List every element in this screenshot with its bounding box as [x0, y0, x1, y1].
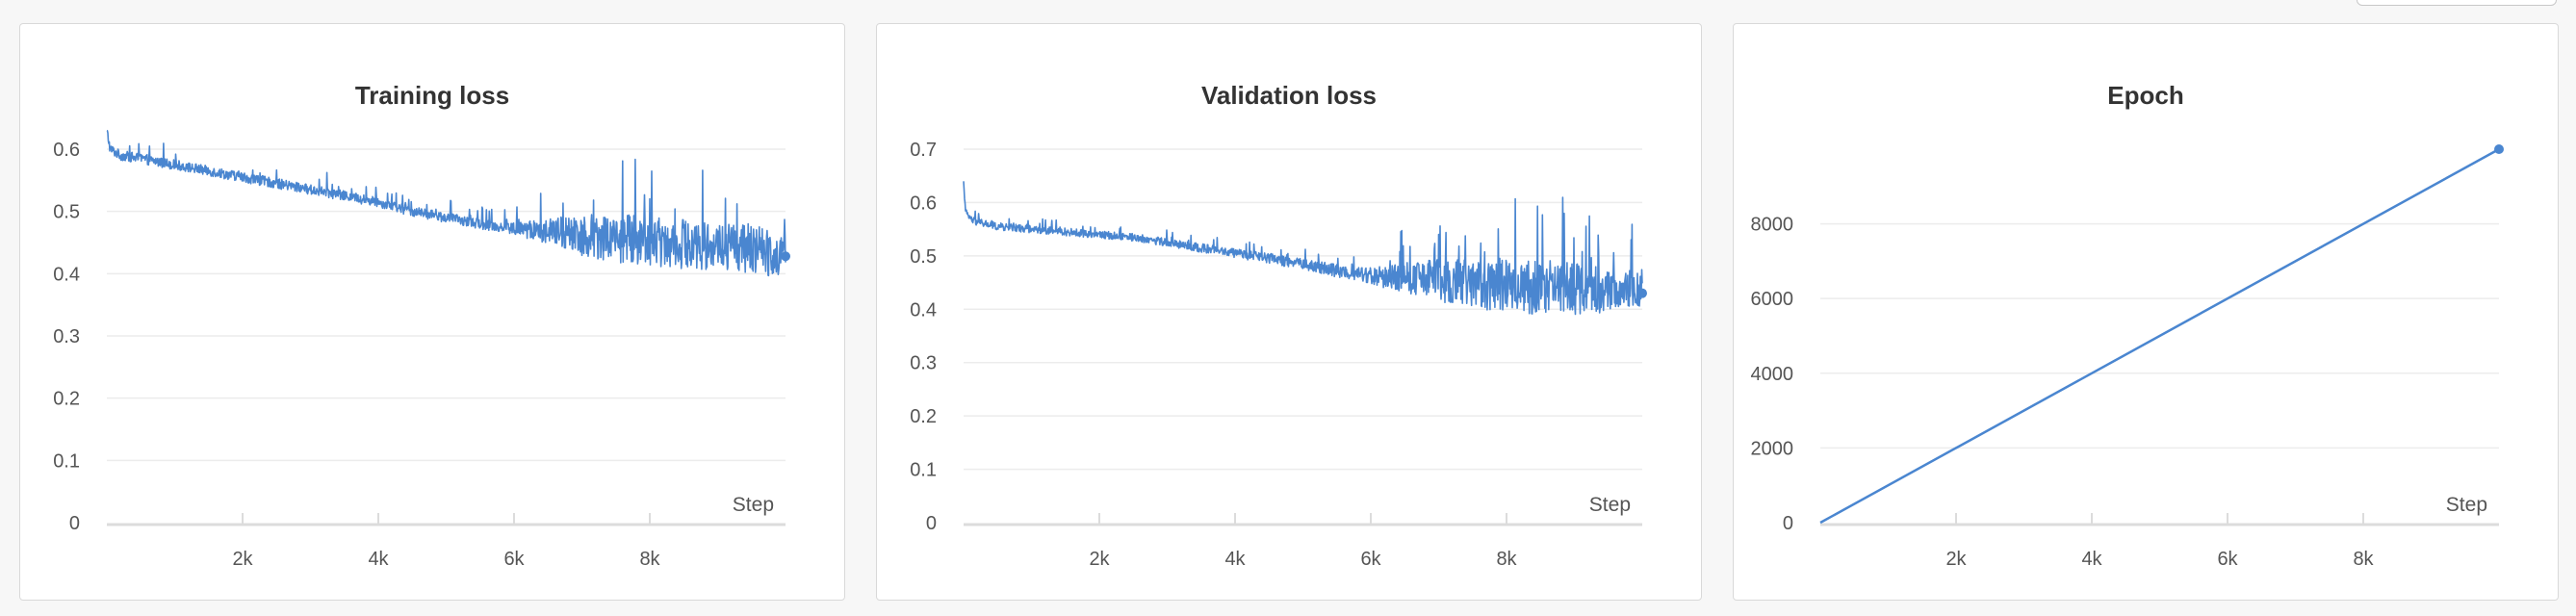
chart-title: Training loss — [355, 81, 509, 110]
panel-epoch: Epoch 0 2000 4000 6000 8000 2k 4k 6k 8k Step — [1733, 23, 2559, 601]
y-tick-label: 0.5 — [910, 246, 937, 268]
y-tick-label: 0.7 — [910, 140, 937, 161]
y-tick-label: 0.2 — [910, 406, 937, 427]
series-end-point — [1637, 288, 1647, 298]
y-tick-label: 0.1 — [910, 460, 937, 481]
x-tick-label: 4k — [368, 549, 389, 570]
panel-training-loss: Training loss 0 0.1 0.2 0.3 0.4 0.5 0.6 2k 4k 6k… — [19, 23, 845, 601]
y-tick-label: 0.6 — [53, 140, 80, 161]
y-tick-label: 4000 — [1751, 364, 1794, 385]
series-line — [1819, 147, 2500, 525]
x-tick-label: 8k — [2353, 549, 2374, 570]
y-tick-label: 0.3 — [53, 326, 80, 347]
y-tick-label: 0 — [1783, 513, 1793, 534]
y-tick-label: 0.6 — [910, 192, 937, 214]
x-tick-label: 4k — [1224, 549, 1246, 570]
y-tick-label: 0.1 — [53, 450, 80, 472]
y-tick-label: 0.3 — [910, 353, 937, 374]
series-end-point — [781, 251, 790, 262]
top-corner-button[interactable] — [2357, 0, 2557, 6]
y-tick-label: 0.4 — [910, 299, 937, 321]
y-tick-label: 0 — [69, 513, 80, 534]
chart-title: Validation loss — [1201, 81, 1377, 110]
x-tick-label: 2k — [232, 549, 253, 570]
x-tick-label: 6k — [2217, 549, 2238, 570]
x-tick-label: 8k — [1496, 549, 1517, 570]
y-tick-label: 0 — [926, 513, 937, 534]
chart-training-loss: Training loss 0 0.1 0.2 0.3 0.4 0.5 0.6 2k 4k 6k… — [53, 81, 790, 570]
y-tick-label: 0.2 — [53, 389, 80, 410]
x-axis-label: Step — [1589, 494, 1631, 516]
x-axis-label: Step — [733, 494, 774, 516]
y-tick-label: 0.4 — [53, 264, 80, 285]
series-line — [106, 129, 786, 277]
chart-epoch: Epoch 0 2000 4000 6000 8000 2k 4k 6k 8k Step — [1751, 81, 2504, 570]
x-tick-label: 4k — [2081, 549, 2102, 570]
y-tick-label: 2000 — [1751, 438, 1794, 459]
series-end-point — [2494, 144, 2504, 154]
x-tick-label: 6k — [503, 549, 525, 570]
panel-validation-loss: Validation loss 0 0.1 0.2 0.3 0.4 0.5 0.6 0.7 2… — [876, 23, 1702, 601]
chart-validation-loss: Validation loss 0 0.1 0.2 0.3 0.4 0.5 0.6 0.7 2… — [910, 81, 1647, 570]
x-axis-label: Step — [2446, 494, 2487, 516]
x-tick-label: 2k — [1089, 549, 1110, 570]
chart-title: Epoch — [2107, 81, 2183, 110]
series-line — [963, 181, 1643, 316]
x-tick-label: 8k — [639, 549, 660, 570]
y-tick-label: 6000 — [1751, 289, 1794, 310]
x-tick-label: 2k — [1945, 549, 1967, 570]
x-tick-label: 6k — [1360, 549, 1381, 570]
y-tick-label: 8000 — [1751, 215, 1794, 236]
y-tick-label: 0.5 — [53, 202, 80, 223]
